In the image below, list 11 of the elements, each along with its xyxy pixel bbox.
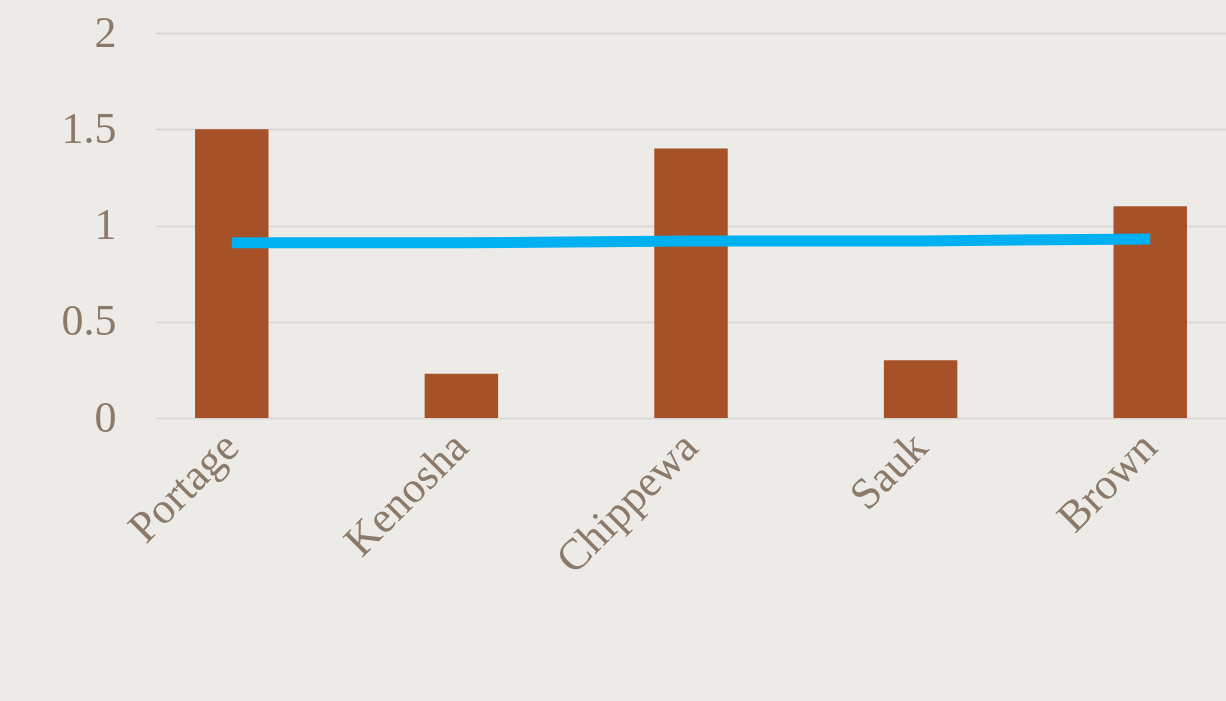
bar [883, 360, 958, 418]
y-tick-label: 1 [94, 200, 117, 249]
bar [654, 148, 728, 418]
y-tick-label: 0 [94, 392, 117, 442]
bar [424, 373, 499, 418]
y-tick-label: 2 [94, 7, 117, 57]
x-tick-label: Sauk [840, 422, 937, 519]
y-tick-label: 0.5 [61, 296, 117, 346]
bar [195, 129, 269, 418]
y-tick-label: 1.5 [61, 103, 117, 153]
bar [1113, 206, 1187, 418]
